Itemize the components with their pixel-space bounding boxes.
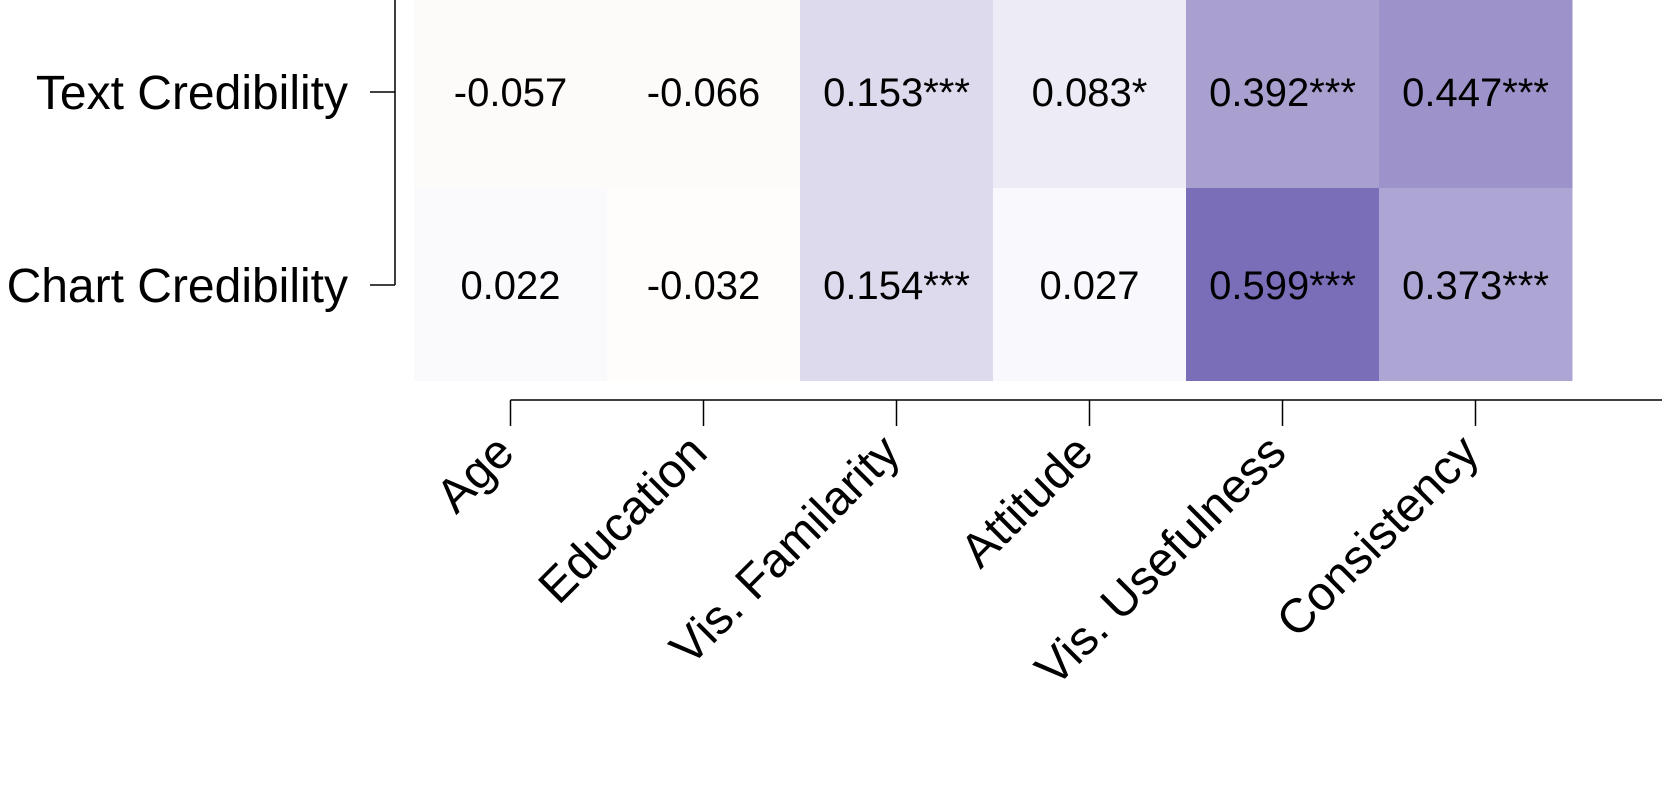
heatmap-cell — [414, 0, 608, 188]
x-tick-label: Education — [529, 425, 717, 613]
heatmap-cell — [993, 0, 1187, 188]
cell-value-label: 0.373*** — [1402, 264, 1549, 308]
heatmap-cells — [414, 0, 1573, 381]
heatmap-cell — [1379, 188, 1573, 381]
cell-value-label: 0.022 — [460, 264, 560, 308]
cell-value-label: -0.066 — [647, 71, 760, 115]
heatmap-cell-labels: -0.057 -0.066 0.153*** 0.083* 0.392*** 0.447*… — [454, 71, 1549, 308]
x-tick-label: Age — [426, 425, 524, 523]
heatmap-cell — [800, 188, 994, 381]
cell-value-label: 0.447*** — [1402, 71, 1549, 115]
heatmap-cell — [1186, 188, 1380, 381]
cell-value-label: -0.032 — [647, 264, 760, 308]
y-axis: Text Credibility Chart Credibility — [7, 0, 396, 313]
heatmap-cell — [993, 188, 1187, 381]
cell-value-label: 0.153*** — [823, 71, 970, 115]
heatmap-cell — [607, 188, 801, 381]
y-tick-label: Text Credibility — [36, 67, 348, 120]
heatmap-cell — [1379, 0, 1573, 188]
cell-value-label: -0.057 — [454, 71, 567, 115]
x-tick-label: Consistency — [1267, 425, 1489, 647]
cell-value-label: 0.027 — [1039, 264, 1139, 308]
cell-value-label: 0.392*** — [1209, 71, 1356, 115]
heatmap-cell — [800, 0, 994, 188]
cell-value-label: 0.154*** — [823, 264, 970, 308]
cell-value-label: 0.599*** — [1209, 264, 1356, 308]
cell-value-label: 0.083* — [1032, 71, 1148, 115]
heatmap-cell — [607, 0, 801, 188]
x-tick-label: Attitude — [951, 425, 1104, 578]
y-tick-label: Chart Credibility — [7, 260, 348, 313]
heatmap-cell — [1186, 0, 1380, 188]
heatmap-cell — [414, 188, 608, 381]
